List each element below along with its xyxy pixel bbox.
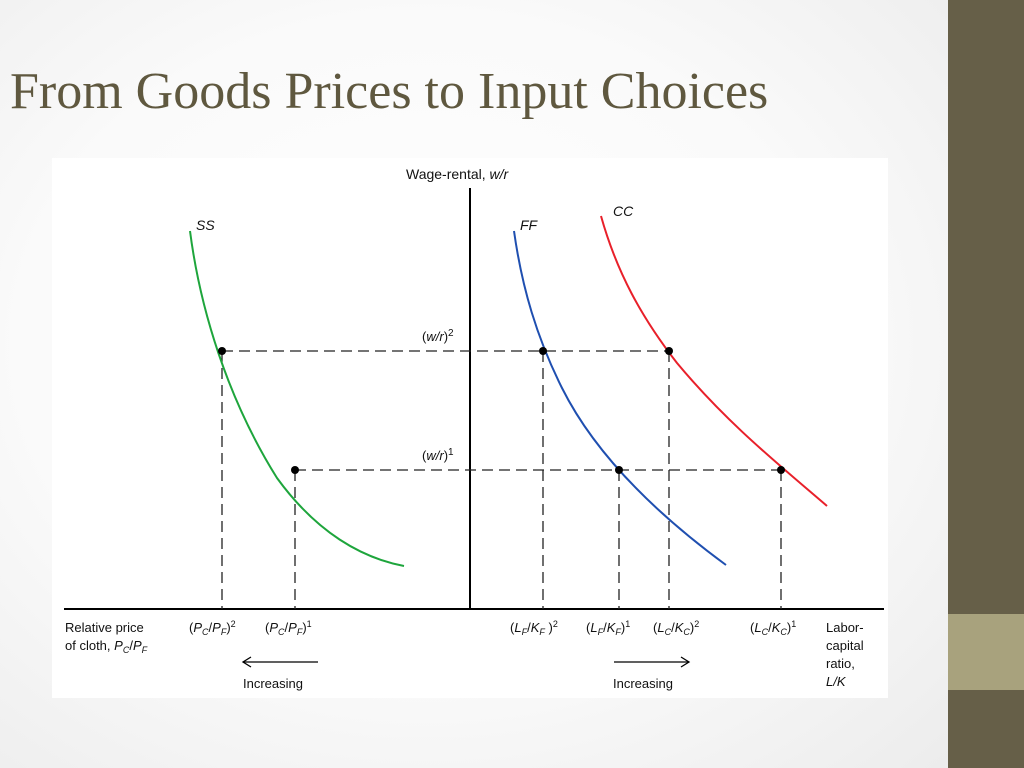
diagram-panel: Wage-rental, w/r SS FF CC (w/r)2 (w/r)1 …: [52, 158, 888, 698]
left-increasing-arrow: [241, 656, 318, 668]
right-axis-label-line2: capital: [826, 638, 864, 653]
point-ff-1: [615, 466, 623, 474]
ratio-tick-lc2: (LC/KC)2: [653, 619, 699, 637]
equilibrium-points: [218, 347, 785, 474]
cc-curve: [600, 215, 828, 507]
cc-curve-label: CC: [613, 203, 634, 219]
right-axis-label-line1: Labor-: [826, 620, 864, 635]
right-increasing-label: Increasing: [613, 676, 673, 691]
ratio-tick-lc1: (LC/KC)1: [750, 619, 796, 637]
dashed-guides: [221, 350, 782, 609]
point-ss-1: [291, 466, 299, 474]
point-cc-1: [777, 466, 785, 474]
left-increasing-label: Increasing: [243, 676, 303, 691]
left-axis-label-line2: of cloth, PC/PF: [65, 638, 148, 655]
price-tick-2: (PC/PF)2: [189, 619, 236, 637]
factor-price-diagram: Wage-rental, w/r SS FF CC (w/r)2 (w/r)1 …: [64, 166, 884, 691]
price-tick-1: (PC/PF)1: [265, 619, 312, 637]
wage-level-2-label: (w/r)2: [422, 328, 454, 344]
ss-curve: [189, 230, 405, 567]
ss-curve-label: SS: [196, 217, 215, 233]
ratio-tick-lf2: (LF/KF )2: [510, 619, 558, 637]
point-ff-2: [539, 347, 547, 355]
ff-curve: [513, 230, 727, 566]
point-cc-2: [665, 347, 673, 355]
sidebar-accent-block: [948, 614, 1024, 690]
right-increasing-arrow: [614, 656, 691, 668]
ratio-tick-lf1: (LF/KF)1: [586, 619, 630, 637]
point-ss-2: [218, 347, 226, 355]
y-axis-label: Wage-rental, w/r: [406, 166, 510, 182]
wage-level-1-label: (w/r)1: [422, 447, 454, 463]
ff-curve-label: FF: [520, 217, 539, 233]
left-axis-label-line1: Relative price: [65, 620, 144, 635]
right-axis-label-line4: L/K: [826, 674, 847, 689]
right-axis-label-line3: ratio,: [826, 656, 855, 671]
slide-title: From Goods Prices to Input Choices: [10, 63, 769, 120]
